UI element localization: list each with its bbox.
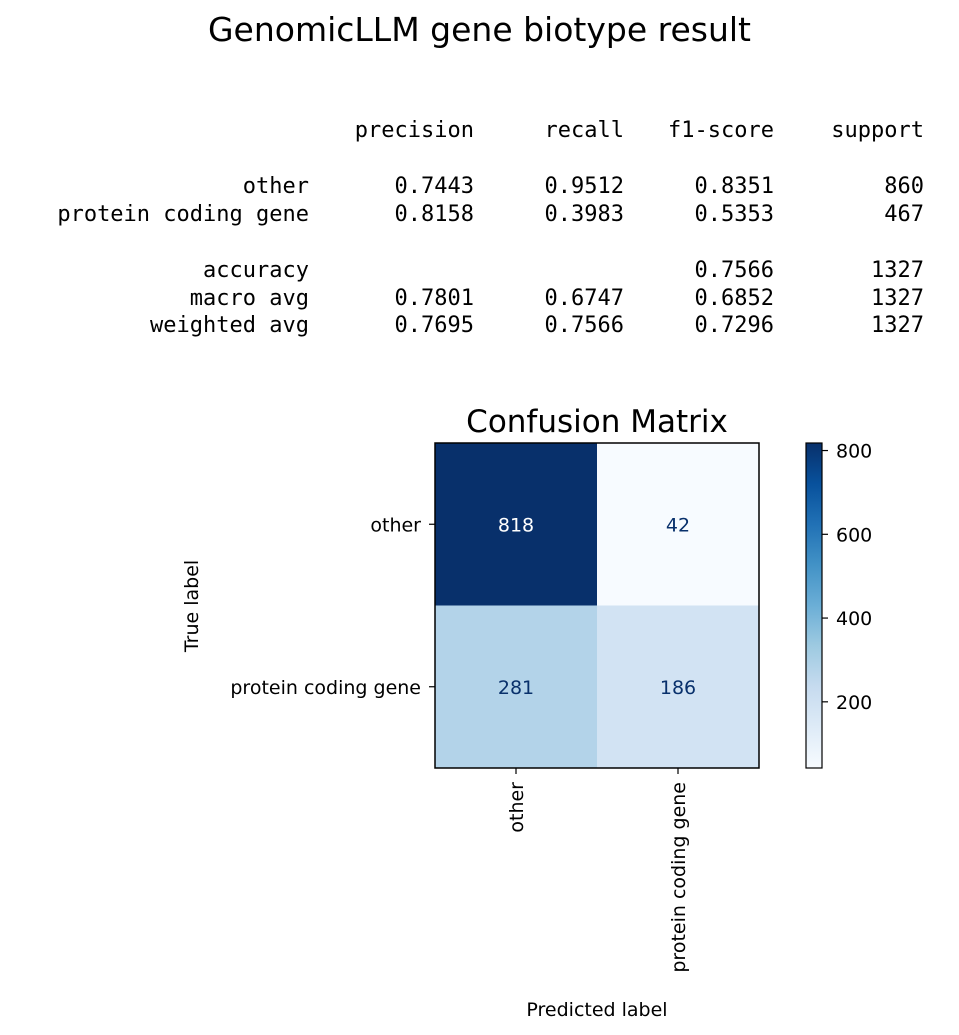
report-row-label: protein coding gene xyxy=(57,202,309,227)
plot-frame xyxy=(434,442,760,769)
report-row-recall: 0.7566 xyxy=(544,313,624,338)
report-header-recall: recall xyxy=(544,118,624,143)
report-row-label: other xyxy=(242,174,309,199)
report-row-support: 1327 xyxy=(871,258,924,283)
report-row-recall: 0.6747 xyxy=(544,286,624,311)
report-row-precision: 0.7695 xyxy=(394,313,474,338)
colorbar xyxy=(805,442,823,769)
report-row-f1: 0.7566 xyxy=(694,258,774,283)
cell-value-label: 281 xyxy=(498,677,534,699)
cell-value-label: 42 xyxy=(666,514,690,536)
report-row-f1: 0.8351 xyxy=(694,174,774,199)
colorbar-tick-label: 400 xyxy=(836,608,872,630)
report-header-precision: precision xyxy=(354,118,474,143)
report-row-label: weighted avg xyxy=(150,313,309,338)
y-axis-label: True label xyxy=(181,560,203,653)
report-row-f1: 0.5353 xyxy=(694,202,774,227)
report-row-precision: 0.7443 xyxy=(394,174,474,199)
colorbar-tick-label: 800 xyxy=(836,441,872,463)
matrix-cell xyxy=(597,605,759,768)
report-row-support: 860 xyxy=(884,174,924,199)
report-row-recall: 0.9512 xyxy=(544,174,624,199)
report-row-precision: 0.7801 xyxy=(394,286,474,311)
report-row-support: 1327 xyxy=(871,286,924,311)
cell-value-label: 186 xyxy=(660,677,696,699)
matrix-cell xyxy=(435,605,597,768)
classification-report: precision recall f1-score support other … xyxy=(0,0,959,360)
report-header-support: support xyxy=(831,118,924,143)
report-row-precision: 0.8158 xyxy=(394,202,474,227)
matrix-cell xyxy=(597,443,759,606)
colorbar-tick-label: 600 xyxy=(836,524,872,546)
report-row-recall: 0.3983 xyxy=(544,202,624,227)
x-tick-label: other xyxy=(506,782,528,833)
report-row-label: macro avg xyxy=(189,286,309,311)
report-row-f1: 0.7296 xyxy=(694,313,774,338)
x-axis-label: Predicted label xyxy=(526,999,667,1021)
colorbar-tick-label: 200 xyxy=(836,692,872,714)
report-row-label: accuracy xyxy=(203,258,309,283)
y-tick-label: other xyxy=(370,514,421,536)
report-row-f1: 0.6852 xyxy=(694,286,774,311)
cell-value-label: 818 xyxy=(498,514,534,536)
report-row-support: 1327 xyxy=(871,313,924,338)
chart-title: Confusion Matrix xyxy=(466,404,728,440)
y-tick-label: protein coding gene xyxy=(230,677,421,699)
x-tick-label: protein coding gene xyxy=(668,782,690,973)
report-header-f1: f1-score xyxy=(668,118,774,143)
matrix-cell xyxy=(435,443,597,606)
figure-title: GenomicLLM gene biotype result xyxy=(207,10,751,49)
report-row-support: 467 xyxy=(884,202,924,227)
